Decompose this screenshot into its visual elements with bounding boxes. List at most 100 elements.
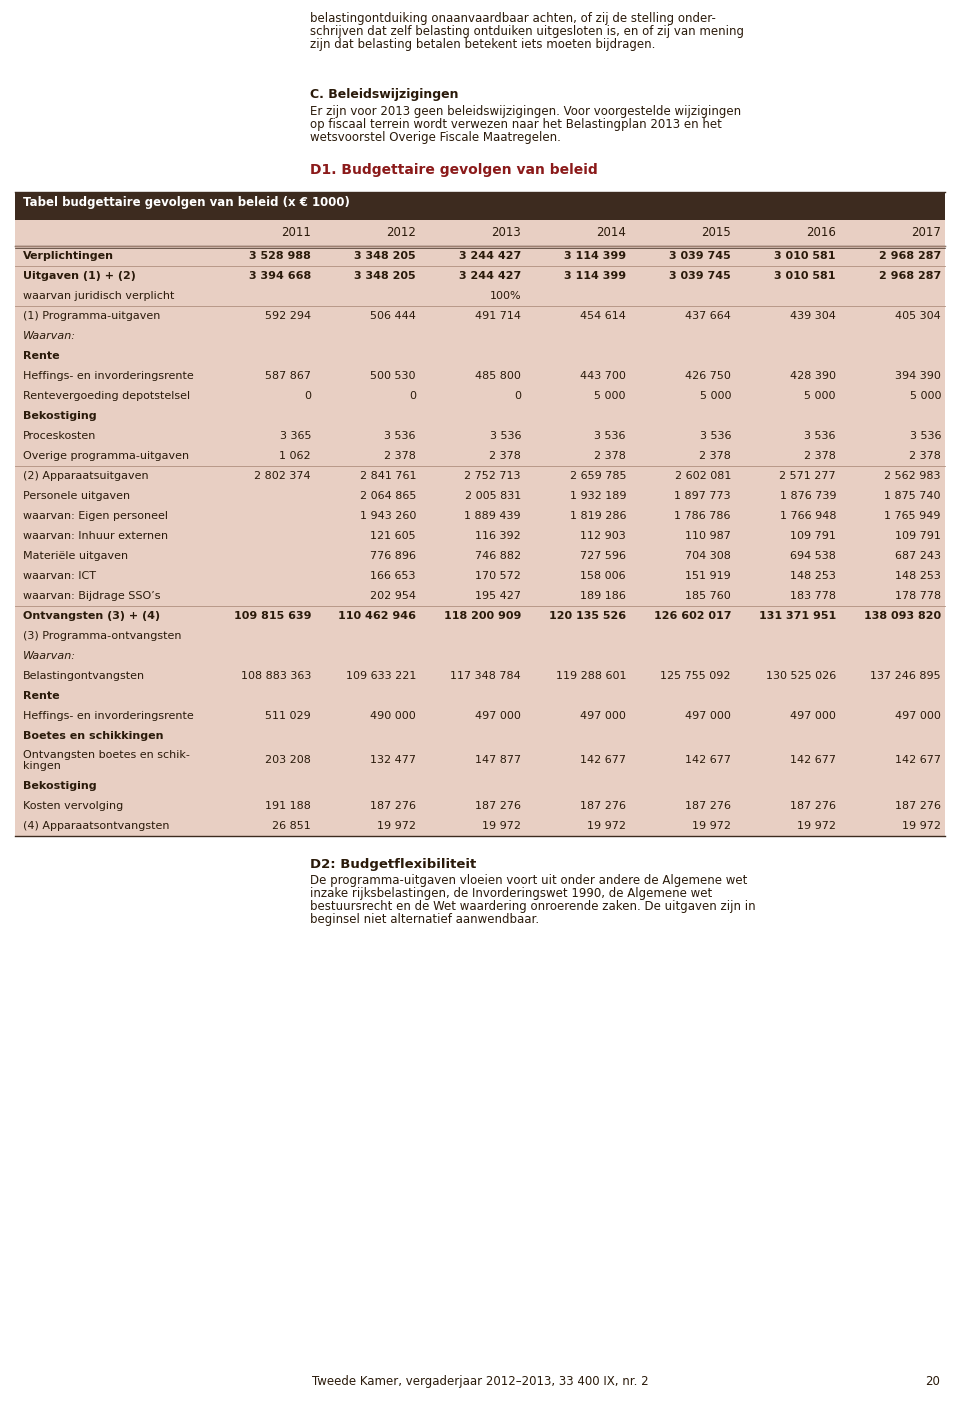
Text: 1 889 439: 1 889 439 — [465, 511, 521, 521]
Text: 687 243: 687 243 — [895, 551, 941, 560]
Text: 19 972: 19 972 — [377, 821, 416, 831]
Text: 3 244 427: 3 244 427 — [459, 251, 521, 261]
Text: 1 062: 1 062 — [279, 451, 311, 461]
Text: 110 987: 110 987 — [685, 531, 731, 541]
Text: 187 276: 187 276 — [370, 801, 416, 811]
Text: 3 348 205: 3 348 205 — [354, 270, 416, 282]
Text: 727 596: 727 596 — [580, 551, 626, 560]
Text: 132 477: 132 477 — [370, 755, 416, 765]
Text: Uitgaven (1) + (2): Uitgaven (1) + (2) — [23, 270, 136, 282]
Text: 203 208: 203 208 — [265, 755, 311, 765]
Text: 511 029: 511 029 — [265, 710, 311, 722]
Text: 5 000: 5 000 — [804, 391, 836, 401]
Text: 112 903: 112 903 — [580, 531, 626, 541]
Text: 151 919: 151 919 — [685, 572, 731, 581]
Text: 2013: 2013 — [492, 226, 521, 240]
Text: 158 006: 158 006 — [581, 572, 626, 581]
Text: 126 602 017: 126 602 017 — [654, 611, 731, 621]
Text: 2 378: 2 378 — [804, 451, 836, 461]
Text: 3 536: 3 536 — [909, 432, 941, 441]
Text: 428 390: 428 390 — [790, 371, 836, 381]
Text: (3) Programma-ontvangsten: (3) Programma-ontvangsten — [23, 630, 181, 642]
Text: Personele uitgaven: Personele uitgaven — [23, 490, 131, 502]
Text: waarvan: Eigen personeel: waarvan: Eigen personeel — [23, 511, 168, 521]
Text: 2 378: 2 378 — [490, 451, 521, 461]
Text: waarvan: Bijdrage SSO’s: waarvan: Bijdrage SSO’s — [23, 591, 160, 601]
Text: 592 294: 592 294 — [265, 311, 311, 321]
Text: 19 972: 19 972 — [482, 821, 521, 831]
Text: 109 633 221: 109 633 221 — [346, 671, 416, 681]
Text: Ontvangsten boetes en schik-: Ontvangsten boetes en schik- — [23, 750, 190, 759]
Text: 100%: 100% — [490, 291, 521, 301]
Text: 170 572: 170 572 — [475, 572, 521, 581]
Text: D1. Budgettaire gevolgen van beleid: D1. Budgettaire gevolgen van beleid — [310, 163, 598, 177]
Text: 116 392: 116 392 — [475, 531, 521, 541]
Text: 490 000: 490 000 — [371, 710, 416, 722]
Text: Ontvangsten (3) + (4): Ontvangsten (3) + (4) — [23, 611, 160, 621]
Text: 2 562 983: 2 562 983 — [884, 471, 941, 481]
Text: 0: 0 — [514, 391, 521, 401]
Text: 118 200 909: 118 200 909 — [444, 611, 521, 621]
Text: 20: 20 — [925, 1374, 940, 1388]
Text: waarvan: Inhuur externen: waarvan: Inhuur externen — [23, 531, 168, 541]
Text: 3 365: 3 365 — [279, 432, 311, 441]
Text: Proceskosten: Proceskosten — [23, 432, 96, 441]
Text: 0: 0 — [409, 391, 416, 401]
Bar — [15, 247, 945, 836]
Text: Rentevergoeding depotstelsel: Rentevergoeding depotstelsel — [23, 391, 190, 401]
Text: 2 378: 2 378 — [909, 451, 941, 461]
Text: waarvan juridisch verplicht: waarvan juridisch verplicht — [23, 291, 175, 301]
Text: 120 135 526: 120 135 526 — [549, 611, 626, 621]
Text: 117 348 784: 117 348 784 — [450, 671, 521, 681]
Text: 187 276: 187 276 — [790, 801, 836, 811]
Text: 0: 0 — [304, 391, 311, 401]
Text: 1 943 260: 1 943 260 — [360, 511, 416, 521]
Text: 142 677: 142 677 — [790, 755, 836, 765]
Text: 2011: 2011 — [281, 226, 311, 240]
Text: 497 000: 497 000 — [580, 710, 626, 722]
Text: 148 253: 148 253 — [895, 572, 941, 581]
Text: Rente: Rente — [23, 352, 60, 361]
Text: 19 972: 19 972 — [797, 821, 836, 831]
Text: 5 000: 5 000 — [594, 391, 626, 401]
Text: 5 000: 5 000 — [700, 391, 731, 401]
Text: 2 571 277: 2 571 277 — [780, 471, 836, 481]
Text: C. Beleidswijzigingen: C. Beleidswijzigingen — [310, 88, 459, 101]
Text: 3 348 205: 3 348 205 — [354, 251, 416, 261]
Text: 776 896: 776 896 — [370, 551, 416, 560]
Text: 1 786 786: 1 786 786 — [675, 511, 731, 521]
Text: 119 288 601: 119 288 601 — [556, 671, 626, 681]
Text: 3 536: 3 536 — [594, 432, 626, 441]
Text: 2 378: 2 378 — [594, 451, 626, 461]
Text: 3 394 668: 3 394 668 — [249, 270, 311, 282]
Text: Er zijn voor 2013 geen beleidswijzigingen. Voor voorgestelde wijzigingen: Er zijn voor 2013 geen beleidswijziginge… — [310, 105, 741, 118]
Text: 746 882: 746 882 — [475, 551, 521, 560]
Text: 2 752 713: 2 752 713 — [465, 471, 521, 481]
Text: 189 186: 189 186 — [580, 591, 626, 601]
Text: 497 000: 497 000 — [475, 710, 521, 722]
Text: 3 244 427: 3 244 427 — [459, 270, 521, 282]
Text: Bekostiging: Bekostiging — [23, 780, 97, 792]
Text: 109 791: 109 791 — [895, 531, 941, 541]
Text: 497 000: 497 000 — [895, 710, 941, 722]
Text: 142 677: 142 677 — [895, 755, 941, 765]
Text: schrijven dat zelf belasting ontduiken uitgesloten is, en of zij van mening: schrijven dat zelf belasting ontduiken u… — [310, 25, 744, 38]
Text: 2 659 785: 2 659 785 — [569, 471, 626, 481]
Text: 187 276: 187 276 — [475, 801, 521, 811]
Text: 142 677: 142 677 — [685, 755, 731, 765]
Text: 2012: 2012 — [386, 226, 416, 240]
Text: 147 877: 147 877 — [475, 755, 521, 765]
Text: 121 605: 121 605 — [371, 531, 416, 541]
Text: 178 778: 178 778 — [895, 591, 941, 601]
Text: (4) Apparaatsontvangsten: (4) Apparaatsontvangsten — [23, 821, 170, 831]
Text: Overige programma-uitgaven: Overige programma-uitgaven — [23, 451, 189, 461]
Text: 1 932 189: 1 932 189 — [569, 490, 626, 502]
Text: 3 536: 3 536 — [490, 432, 521, 441]
Text: 497 000: 497 000 — [685, 710, 731, 722]
Text: (1) Programma-uitgaven: (1) Programma-uitgaven — [23, 311, 160, 321]
Text: 704 308: 704 308 — [685, 551, 731, 560]
Text: 2014: 2014 — [596, 226, 626, 240]
Text: 3 536: 3 536 — [700, 432, 731, 441]
Text: 2016: 2016 — [806, 226, 836, 240]
Text: 2 064 865: 2 064 865 — [360, 490, 416, 502]
